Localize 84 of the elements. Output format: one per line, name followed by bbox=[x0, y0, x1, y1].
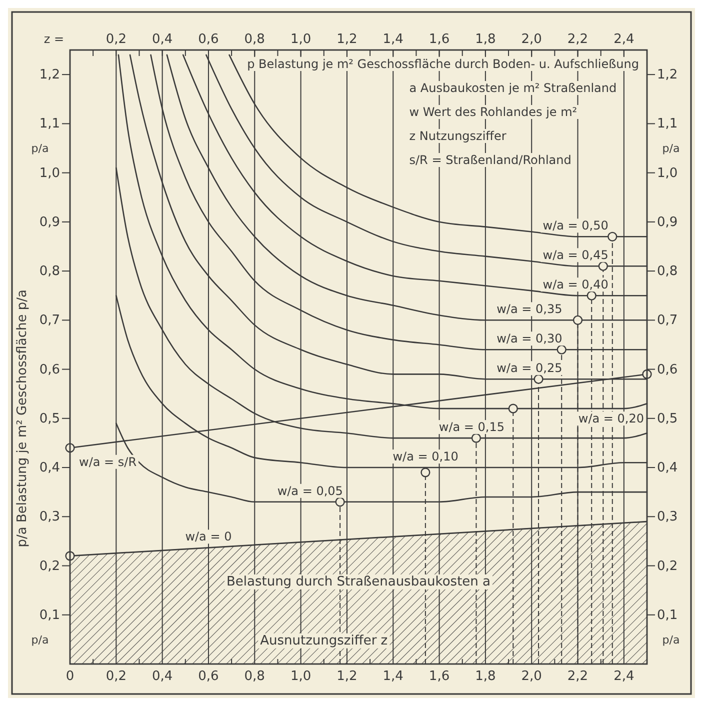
y2-tick-label: 0,2 bbox=[657, 558, 678, 574]
x2-tick-label: 0,6 bbox=[198, 32, 219, 47]
x-tick-label: 0,8 bbox=[244, 669, 265, 684]
series-label: w/a = 0,15 bbox=[438, 420, 505, 434]
x-tick-label: 1,8 bbox=[475, 669, 496, 684]
y2-tick-label: 0,7 bbox=[657, 313, 678, 328]
point bbox=[572, 315, 583, 325]
x2-tick-label: 2,4 bbox=[614, 32, 634, 47]
annotation: w Wert des Rohlandes je m² bbox=[409, 105, 578, 119]
x-tick-label: 0 bbox=[66, 669, 74, 684]
point bbox=[508, 404, 518, 414]
series-label: w/a = 0,50 bbox=[542, 218, 608, 233]
x2-tick-label: 1,0 bbox=[290, 32, 312, 47]
point bbox=[534, 374, 544, 384]
y-tick-label: 0,2 bbox=[39, 558, 60, 574]
annotation: z Nutzungsziffer bbox=[409, 129, 506, 143]
y-tick-label: 1,0 bbox=[39, 166, 60, 181]
x-tick-label: 1,2 bbox=[336, 669, 358, 684]
text: p/a bbox=[662, 633, 680, 646]
y-axis-title: p/a Belastung je m² Geschossfläche p/a bbox=[15, 290, 30, 548]
text: p/a bbox=[31, 633, 49, 646]
x2-tick-label: 0,4 bbox=[152, 32, 173, 47]
point bbox=[471, 433, 482, 443]
point bbox=[420, 468, 430, 478]
x-tick-label: 1,4 bbox=[382, 669, 404, 684]
x-tick-label: 2,2 bbox=[567, 669, 588, 684]
series-label: w/a = 0,35 bbox=[496, 302, 562, 316]
point bbox=[608, 232, 618, 242]
y2-tick-label: 0,1 bbox=[657, 608, 678, 623]
point bbox=[586, 290, 596, 300]
annotation: Belastung durch Straßenausbaukosten a bbox=[226, 574, 491, 590]
x2-tick-label: 1,4 bbox=[382, 32, 404, 47]
annotation: a Ausbaukosten je m² Straßenland bbox=[409, 81, 617, 95]
y-tick-label: 0,1 bbox=[39, 608, 60, 623]
x2-tick-label: 1,6 bbox=[428, 32, 450, 47]
series-label: w/a = s/R bbox=[79, 454, 137, 469]
x-tick-label: 1,6 bbox=[428, 669, 450, 684]
y2-tick-label: 0,8 bbox=[657, 264, 678, 280]
x2-tick-label: 2,2 bbox=[567, 32, 588, 47]
x-tick-label: 2,4 bbox=[614, 669, 634, 684]
y2-tick-label: 0,6 bbox=[657, 362, 678, 378]
y-tick-label: 0,9 bbox=[39, 214, 60, 230]
annotation: s/R = Straßenland/Rohland bbox=[409, 153, 572, 167]
x2-tick-label: 1,8 bbox=[475, 32, 496, 47]
y-tick-label: 0,3 bbox=[39, 510, 60, 525]
series-label: w/a = 0,40 bbox=[542, 278, 608, 292]
x-axis-title: Ausnutzungsziffer z bbox=[260, 633, 388, 648]
x-tick-label: 0,4 bbox=[152, 669, 173, 684]
x-tick-label: 0,2 bbox=[106, 669, 127, 684]
y2-tick-label: 0,3 bbox=[657, 510, 678, 525]
y2-tick-label: 0,4 bbox=[657, 460, 678, 476]
y2-tick-label: 0,9 bbox=[657, 214, 678, 230]
series-label: w/a = 0,45 bbox=[542, 248, 608, 262]
point bbox=[598, 261, 608, 271]
text: p/a bbox=[662, 142, 680, 156]
x2-tick-label: 0,2 bbox=[106, 32, 127, 47]
y-tick-label: 0,5 bbox=[39, 411, 60, 426]
point bbox=[556, 344, 566, 354]
y-tick-label: 0,7 bbox=[39, 313, 60, 328]
y2-tick-label: 1,1 bbox=[657, 116, 678, 132]
x2-tick-label: 2,0 bbox=[521, 32, 542, 47]
text: p/a bbox=[31, 142, 49, 156]
series-label: w/a = 0,10 bbox=[392, 450, 458, 464]
x-tick-label: 1,0 bbox=[290, 669, 312, 684]
x2-axis-title: z = bbox=[44, 32, 64, 46]
x-tick-label: 0,6 bbox=[198, 669, 219, 684]
y2-tick-label: 0,5 bbox=[657, 411, 678, 426]
series-label: w/a = 0,20 bbox=[578, 412, 644, 426]
y2-tick-label: 1,0 bbox=[657, 166, 678, 181]
annotation: p Belastung je m² Geschossfläche durch Boden- u. Aufschließung bbox=[247, 57, 639, 71]
y-tick-label: 1,1 bbox=[39, 116, 60, 132]
x2-tick-label: 1,2 bbox=[336, 32, 358, 47]
series-label: w/a = 0 bbox=[185, 530, 232, 544]
y-tick-label: 0,4 bbox=[39, 460, 60, 476]
y-tick-label: 0,6 bbox=[39, 362, 60, 378]
x2-tick-label: 0,8 bbox=[244, 32, 265, 47]
y2-tick-label: 1,2 bbox=[657, 68, 678, 83]
point bbox=[335, 497, 345, 507]
y-tick-label: 1,2 bbox=[39, 68, 60, 83]
series-label: w/a = 0,25 bbox=[496, 361, 562, 376]
series-label: w/a = 0,30 bbox=[496, 332, 562, 346]
series-label: w/a = 0,05 bbox=[277, 484, 343, 498]
y-tick-label: 0,8 bbox=[39, 264, 60, 280]
x-tick-label: 2,0 bbox=[521, 669, 542, 684]
